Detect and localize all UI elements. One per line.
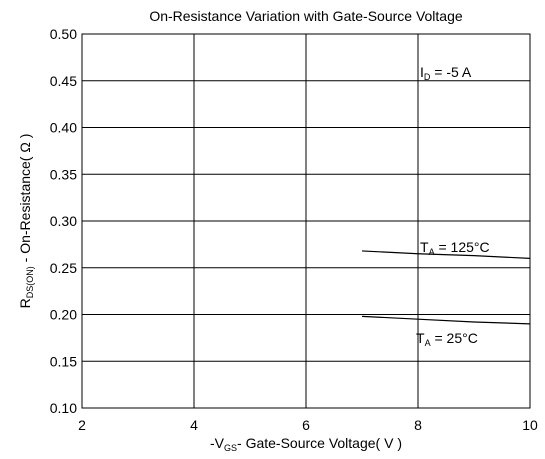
y-tick-label: 0.30 xyxy=(50,213,77,229)
annotation-rest: = -5 A xyxy=(430,64,472,80)
y-tick-label: 0.20 xyxy=(50,307,77,323)
y-tick-label: 0.15 xyxy=(50,353,77,369)
x-tick-label: 4 xyxy=(190,417,198,433)
annotation-main: T xyxy=(416,330,425,346)
x-axis-label: -VGS- Gate-Source Voltage( V ) xyxy=(210,435,402,453)
y-axis-label-rest: - On-Resistance( Ω ) xyxy=(17,134,33,267)
annotation-rest: = 125°C xyxy=(435,239,490,255)
x-axis-label-rest: - Gate-Source Voltage( V ) xyxy=(237,435,402,451)
annotation-main: I xyxy=(420,64,424,80)
y-axis-label-group: RDS(ON) - On-Resistance( Ω ) xyxy=(17,134,35,309)
x-tick-label: 6 xyxy=(302,417,310,433)
annotation-rest: = 25°C xyxy=(431,330,478,346)
y-tick-label: 0.50 xyxy=(50,26,77,42)
chart-title: On-Resistance Variation with Gate-Source… xyxy=(149,8,463,24)
y-tick-label: 0.10 xyxy=(50,400,77,416)
annotation: TA = 125°C xyxy=(420,239,490,257)
annotation: TA = 25°C xyxy=(416,330,478,348)
x-axis-label-main: -V xyxy=(210,435,225,451)
y-tick-label: 0.40 xyxy=(50,120,77,136)
y-axis-label-sub: DS(ON) xyxy=(25,266,35,298)
y-tick-label: 0.45 xyxy=(50,73,77,89)
annotation-sub: A xyxy=(429,247,435,257)
series-line xyxy=(361,315,531,325)
annotation-main: T xyxy=(420,239,429,255)
y-axis-label: RDS(ON) - On-Resistance( Ω ) xyxy=(17,134,35,309)
annotation-sub: D xyxy=(424,72,431,82)
y-tick-label: 0.25 xyxy=(50,260,77,276)
x-tick-label: 10 xyxy=(522,417,538,433)
y-axis-label-main: R xyxy=(17,298,33,308)
x-axis-label-sub: GS xyxy=(224,443,237,453)
x-tick-label: 8 xyxy=(414,417,422,433)
x-tick-label: 2 xyxy=(78,417,86,433)
annotation: ID = -5 A xyxy=(420,64,472,82)
annotation-sub: A xyxy=(425,338,431,348)
series-line xyxy=(361,250,531,259)
y-tick-label: 0.35 xyxy=(50,166,77,182)
